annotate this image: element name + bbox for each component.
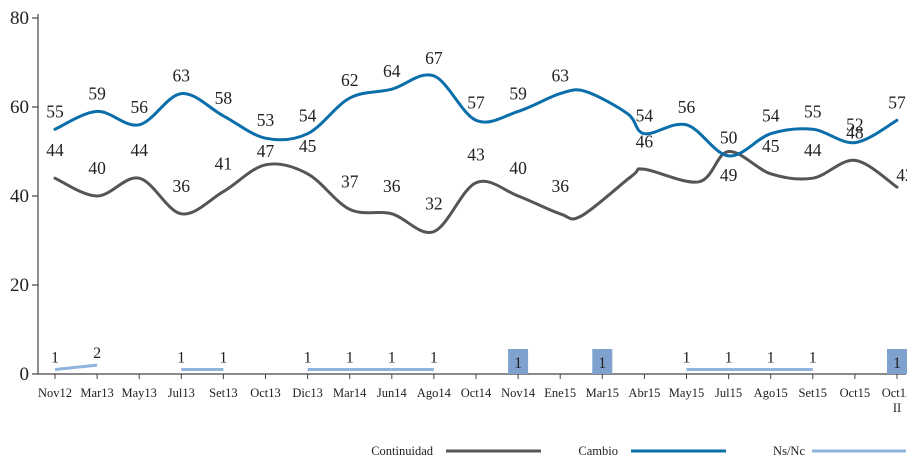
continuidad-data-label: 41 bbox=[215, 154, 233, 174]
continuidad-data-label: 44 bbox=[46, 140, 64, 160]
x-tick-label: May15 bbox=[669, 386, 704, 400]
x-tick-label: Dic13 bbox=[292, 386, 323, 400]
nsnc-highlight-box bbox=[887, 349, 907, 374]
y-tick-label: 40 bbox=[10, 186, 29, 207]
continuidad-data-label: 36 bbox=[383, 176, 401, 196]
nsnc-data-label: 1 bbox=[683, 350, 691, 367]
y-tick-label: 0 bbox=[20, 364, 30, 385]
data-labels: 44 40 44 36 41 47 45 37 36 32 43 40 36 46 50 45 44 48 42 55… bbox=[46, 48, 907, 372]
nsnc-data-label: 1 bbox=[809, 350, 817, 367]
axes: 0 20 40 60 80 Nov12 Mar13 May13 Jul13 Set13 Oct13 D… bbox=[10, 8, 907, 415]
x-tick-label: Ago15 bbox=[754, 386, 788, 400]
continuidad-data-label: 45 bbox=[762, 136, 780, 156]
continuidad-data-label: 46 bbox=[636, 131, 654, 151]
cambio-data-label: 62 bbox=[341, 70, 359, 90]
cambio-data-label: 53 bbox=[257, 110, 275, 130]
cambio-data-label: 57 bbox=[467, 92, 485, 112]
x-tick-label: Oct15 bbox=[840, 386, 871, 400]
x-tick-label: Ene15 bbox=[544, 386, 576, 400]
x-tick-label: Oct14 bbox=[461, 386, 492, 400]
continuidad-data-label: 45 bbox=[299, 136, 317, 156]
continuidad-data-label: 44 bbox=[130, 140, 148, 160]
nsnc-data-label: 1 bbox=[725, 350, 733, 367]
continuidad-data-label: 36 bbox=[551, 176, 569, 196]
x-tick-label: Mar14 bbox=[333, 386, 367, 400]
nsnc-data-label: 1 bbox=[219, 350, 227, 367]
continuidad-data-label: 42 bbox=[896, 165, 907, 185]
continuidad-data-label: 40 bbox=[509, 158, 527, 178]
cambio-data-label: 55 bbox=[804, 101, 822, 121]
series-line-cambio bbox=[53, 73, 899, 158]
cambio-data-label: 54 bbox=[762, 106, 780, 126]
nsnc-highlight-box bbox=[508, 349, 529, 374]
cambio-data-label: 63 bbox=[551, 66, 569, 86]
x-tick-label: Set15 bbox=[799, 386, 827, 400]
nsnc-data-label: 2 bbox=[93, 345, 101, 362]
cambio-data-label: 55 bbox=[46, 101, 64, 121]
x-tick-label: Mar13 bbox=[80, 386, 113, 400]
legend: Continuidad Cambio Ns/Nc bbox=[371, 444, 906, 458]
x-tick-label: Abr15 bbox=[628, 386, 660, 400]
continuidad-data-label: 36 bbox=[173, 176, 191, 196]
cambio-data-label: 49 bbox=[720, 165, 738, 185]
nsnc-data-label: 1 bbox=[598, 355, 606, 372]
x-tick-label: II bbox=[893, 401, 901, 415]
continuidad-data-label: 44 bbox=[804, 140, 822, 160]
x-tick-label: May13 bbox=[121, 386, 156, 400]
x-tick-label: Oct13 bbox=[250, 386, 281, 400]
cambio-data-label: 54 bbox=[636, 106, 654, 126]
series-layer bbox=[53, 73, 907, 374]
cambio-data-label: 56 bbox=[130, 97, 148, 117]
nsnc-data-label: 1 bbox=[514, 355, 522, 372]
continuidad-data-label: 40 bbox=[88, 158, 106, 178]
cambio-data-label: 64 bbox=[383, 61, 401, 81]
nsnc-data-label: 1 bbox=[388, 350, 396, 367]
cambio-data-label: 59 bbox=[88, 83, 106, 103]
cambio-data-label: 52 bbox=[846, 115, 864, 135]
x-tick-label: Ago14 bbox=[417, 386, 452, 400]
continuidad-data-label: 37 bbox=[341, 171, 359, 191]
x-tick-label: Mar15 bbox=[586, 386, 619, 400]
cambio-data-label: 58 bbox=[215, 88, 233, 108]
continuidad-data-label: 47 bbox=[257, 141, 275, 161]
legend-label: Cambio bbox=[578, 444, 618, 458]
nsnc-data-label: 1 bbox=[893, 355, 901, 372]
legend-label: Ns/Nc bbox=[773, 444, 805, 458]
nsnc-highlight-box bbox=[592, 349, 613, 374]
cambio-data-label: 54 bbox=[299, 106, 317, 126]
x-tick-label: Nov12 bbox=[38, 386, 72, 400]
cambio-data-label: 56 bbox=[678, 97, 696, 117]
nsnc-data-label: 1 bbox=[346, 350, 354, 367]
continuidad-data-label: 32 bbox=[425, 194, 443, 214]
nsnc-data-label: 1 bbox=[430, 350, 438, 367]
continuidad-data-label: 50 bbox=[720, 128, 738, 148]
nsnc-data-label: 1 bbox=[177, 350, 185, 367]
cambio-data-label: 57 bbox=[888, 92, 906, 112]
x-tick-label: Oct15 bbox=[882, 386, 907, 400]
cambio-data-label: 59 bbox=[509, 83, 527, 103]
y-tick-label: 20 bbox=[10, 275, 29, 296]
x-tick-label: Set13 bbox=[209, 386, 237, 400]
x-tick-label: Jun14 bbox=[377, 386, 408, 400]
continuidad-data-label: 43 bbox=[467, 145, 485, 165]
y-tick-label: 60 bbox=[10, 97, 29, 118]
y-tick-label: 80 bbox=[10, 8, 29, 29]
continuidad-data-label: 48 bbox=[846, 122, 864, 142]
legend-label: Continuidad bbox=[371, 444, 434, 458]
x-tick-label: Jul15 bbox=[715, 386, 742, 400]
nsnc-data-label: 1 bbox=[304, 350, 312, 367]
cambio-data-label: 63 bbox=[173, 66, 191, 86]
nsnc-data-label: 1 bbox=[51, 350, 59, 367]
series-line-nsnc bbox=[54, 363, 98, 372]
series-line-continuidad bbox=[53, 150, 899, 234]
cambio-data-label: 67 bbox=[425, 48, 443, 68]
x-tick-label: Jul13 bbox=[168, 386, 195, 400]
nsnc-data-label: 1 bbox=[767, 350, 775, 367]
x-tick-label: Nov14 bbox=[501, 386, 536, 400]
